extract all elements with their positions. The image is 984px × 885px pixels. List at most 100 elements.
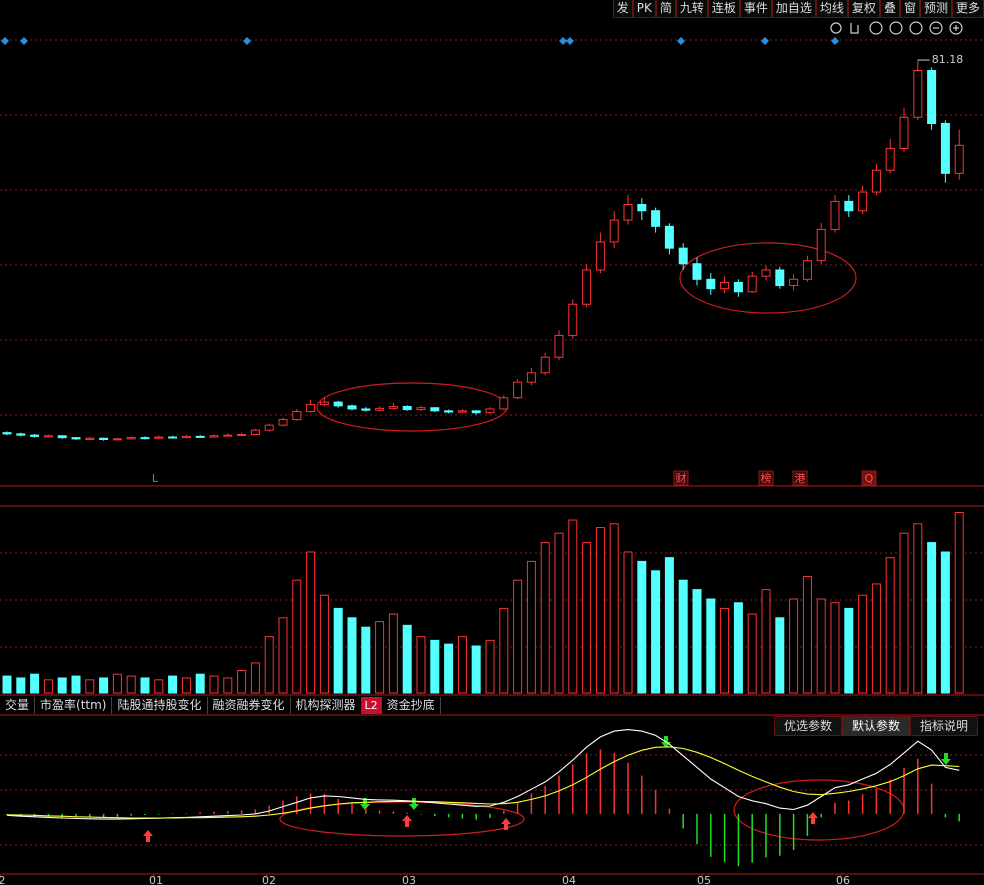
volume-bar (195, 673, 205, 694)
candle-body (664, 225, 674, 249)
x-axis-label: 03 (402, 874, 416, 885)
event-badge (758, 470, 774, 486)
candle-body (871, 169, 881, 193)
candle-body (526, 372, 536, 383)
toolbar-button[interactable]: 更多 (951, 0, 984, 18)
volume-bar (306, 551, 316, 694)
candle-body (57, 435, 67, 439)
volume-bar (609, 523, 619, 694)
candle-body (347, 405, 357, 410)
candle-body (623, 204, 633, 221)
candle-body (223, 434, 233, 437)
indicator-tab[interactable]: 陆股通持股变化 (112, 697, 208, 714)
toolbar-button[interactable]: 九转 (675, 0, 708, 18)
x-axis: 2 01 02 03 04 05 06 (0, 874, 850, 885)
volume-bar (940, 551, 950, 694)
indicator-tab[interactable]: 交量 (0, 697, 36, 714)
toolbar-button[interactable]: 复权 (847, 0, 880, 18)
candle-body (444, 410, 454, 413)
volume-bar (554, 532, 564, 694)
volume-bar (154, 679, 164, 694)
toolbar-button[interactable]: 连板 (707, 0, 740, 18)
candle-body (940, 122, 950, 174)
volume-bar (444, 643, 454, 694)
volume-bar (871, 583, 881, 694)
volume-bar (582, 542, 592, 694)
candle-body (168, 436, 178, 439)
toolbar-button[interactable]: 均线 (815, 0, 848, 18)
indicator-button[interactable]: 指标说明 (909, 716, 978, 736)
candle-body (416, 407, 426, 411)
candle-body (706, 278, 716, 290)
toolbar-button[interactable]: 预测 (919, 0, 952, 18)
toolbar-button[interactable]: 叠 (879, 0, 900, 18)
toolbar-button[interactable]: 发 (612, 0, 633, 18)
volume-bar (664, 557, 674, 694)
volume-bar (899, 532, 909, 694)
volume-bar (2, 675, 12, 694)
indicator-tab[interactable]: 资金抄底 (382, 697, 441, 714)
candle-body (30, 434, 40, 437)
volume-bar (264, 636, 274, 694)
highlight-ellipses (279, 242, 905, 841)
indicator-tab[interactable]: L2 (361, 697, 382, 714)
volume-bar (830, 602, 840, 694)
indicator-button[interactable]: 优选参数 (773, 716, 842, 736)
volume-bar (761, 589, 771, 694)
volume-bar (361, 626, 371, 694)
volume-bar (126, 675, 136, 694)
macd-line (6, 746, 960, 819)
candle-body (816, 228, 826, 262)
macd-line (6, 729, 960, 820)
candle-body (568, 303, 578, 336)
volume-bar (471, 645, 481, 694)
toolbar-button[interactable]: 加自选 (771, 0, 816, 18)
candle-body (733, 281, 743, 293)
toolbar-button[interactable]: 简 (655, 0, 676, 18)
candle-body (126, 437, 136, 440)
event-label: Q (865, 472, 874, 485)
volume-bar (416, 636, 426, 694)
indicator-tab[interactable]: 机构探测器 (291, 697, 362, 714)
candle-body (692, 263, 702, 280)
volume-bar (430, 639, 440, 694)
volume-bar (16, 677, 26, 694)
volume-bar (278, 617, 288, 694)
event-label: 榜 (761, 471, 772, 485)
volume-bar (57, 677, 67, 694)
volume-bar (375, 621, 385, 694)
indicator-tab[interactable]: 市盈率(ttm) (35, 697, 113, 714)
event-label: L (152, 472, 159, 485)
candle-body (885, 147, 895, 171)
indicator-tab[interactable]: 融资融券变化 (208, 697, 291, 714)
candle-body (375, 407, 385, 411)
candle-body (85, 437, 95, 440)
candle-body (71, 437, 81, 440)
volume-bar (140, 677, 150, 694)
volume-bar (816, 598, 826, 694)
toolbar-button[interactable]: 事件 (739, 0, 772, 18)
volume-bar (651, 570, 661, 694)
toolbar-button[interactable]: PK (632, 0, 656, 18)
indicator-button[interactable]: 默认参数 (841, 716, 910, 736)
candle-body (278, 419, 288, 426)
candle-body (99, 437, 109, 440)
candle-body (140, 437, 150, 440)
volume-bar (499, 607, 509, 694)
volume-bar (885, 557, 895, 694)
x-axis-label: 04 (562, 874, 576, 885)
volume-bar (209, 675, 219, 694)
toolbar-button[interactable]: 窗 (899, 0, 920, 18)
tool-icons[interactable] (830, 21, 963, 35)
candle-body (844, 200, 854, 212)
volume-bar (347, 617, 357, 694)
candle-body (16, 433, 26, 436)
candle-body (954, 144, 964, 174)
candle-body (250, 429, 260, 436)
volume-bar (223, 677, 233, 694)
candle-body (457, 410, 467, 413)
volume-bar (526, 560, 536, 694)
candle-body (181, 435, 191, 439)
candle-body (499, 397, 509, 410)
volume-bar (802, 575, 812, 694)
